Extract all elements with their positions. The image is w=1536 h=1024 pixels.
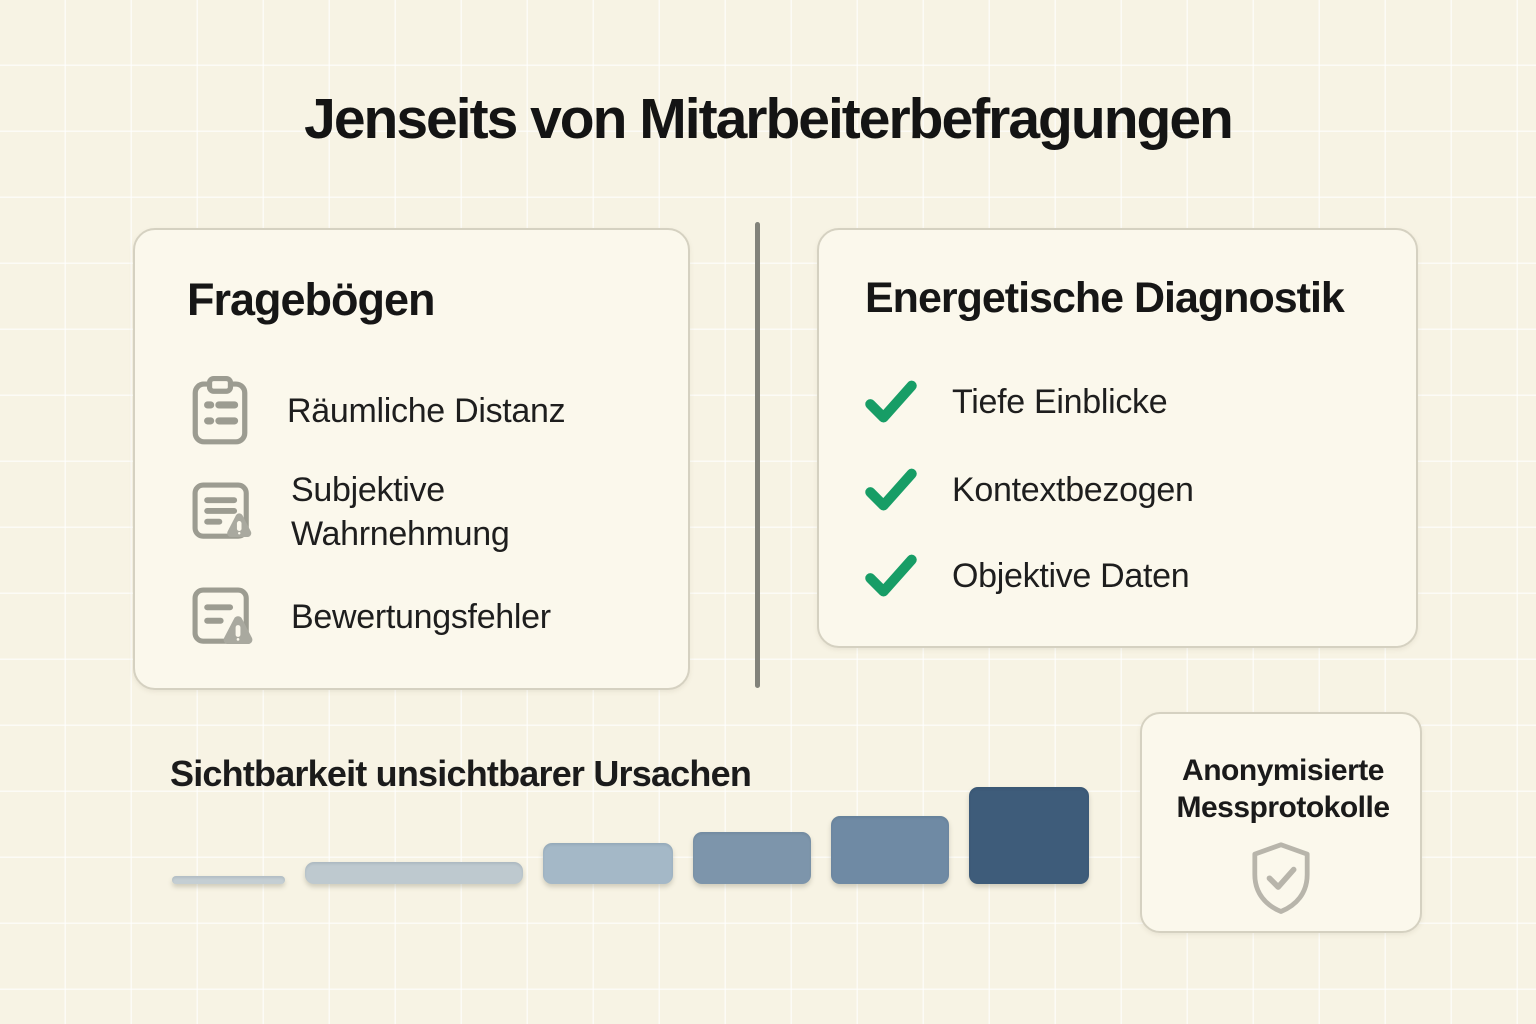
check-icon bbox=[864, 554, 918, 598]
bar-6 bbox=[969, 787, 1089, 884]
bar-4 bbox=[693, 832, 811, 884]
shield-check-icon bbox=[1247, 840, 1315, 916]
check-icon bbox=[864, 468, 918, 512]
page-title: Jenseits von Mitarbeiterbefragungen bbox=[304, 87, 1234, 151]
diagnostik-heading: Energetische Diagnostik bbox=[865, 274, 1345, 322]
bar-1 bbox=[172, 876, 285, 884]
bar-3 bbox=[543, 843, 673, 884]
check-icon bbox=[864, 380, 918, 424]
document-alert-icon bbox=[187, 475, 257, 549]
list-item: Tiefe Einblicke bbox=[864, 377, 1168, 427]
list-item: Bewertungsfehler bbox=[187, 582, 551, 652]
chart-caption: Sichtbarkeit unsichtbarer Ursachen bbox=[170, 753, 752, 794]
privacy-card: Anonymisierte Messprotokolle bbox=[1140, 712, 1422, 933]
item-label: Bewertungsfehler bbox=[291, 598, 551, 636]
item-label: Kontextbezogen bbox=[952, 471, 1194, 509]
list-item: Subjektive Wahrnehmung bbox=[187, 471, 601, 553]
list-item: Kontextbezogen bbox=[864, 465, 1194, 515]
item-label: Objektive Daten bbox=[952, 557, 1190, 595]
privacy-label: Anonymisierte Messprotokolle bbox=[1176, 754, 1390, 824]
list-item: Räumliche Distanz bbox=[187, 374, 566, 448]
document-alert-icon bbox=[187, 582, 257, 652]
bar-chart bbox=[172, 784, 1112, 884]
list-item: Objektive Daten bbox=[864, 551, 1190, 601]
bar-2 bbox=[305, 862, 523, 884]
vertical-divider bbox=[755, 222, 760, 688]
clipboard-list-icon bbox=[187, 374, 253, 448]
item-label: Räumliche Distanz bbox=[287, 392, 566, 430]
fragebogen-card: Fragebögen Räumliche Distanz bbox=[133, 228, 690, 690]
item-label: Subjektive Wahrnehmung bbox=[291, 471, 510, 553]
fragebogen-heading: Fragebögen bbox=[187, 274, 436, 325]
diagnostik-card: Energetische Diagnostik Tiefe Einblicke … bbox=[817, 228, 1418, 648]
item-label: Tiefe Einblicke bbox=[952, 383, 1168, 421]
bar-5 bbox=[831, 816, 949, 884]
